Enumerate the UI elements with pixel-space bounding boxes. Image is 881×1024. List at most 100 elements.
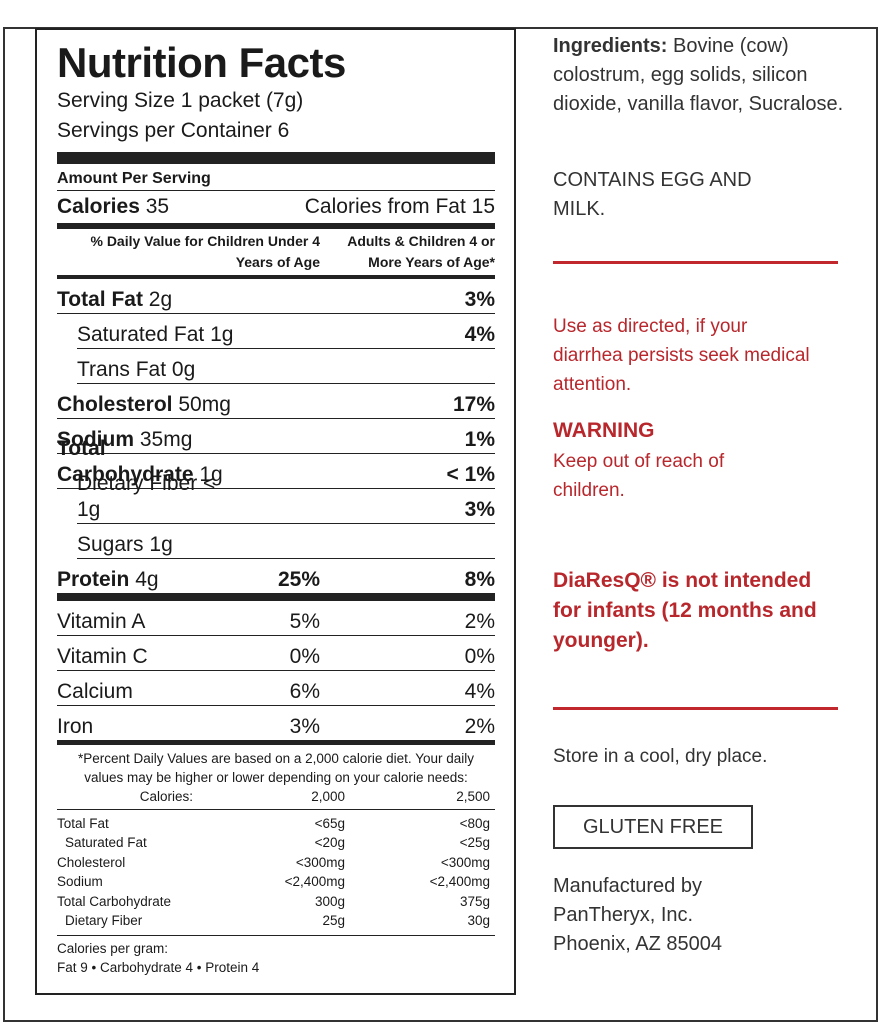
title: Nutrition Facts <box>57 39 346 86</box>
dv-children: % Daily Value for Children Under 4 Years… <box>90 233 320 270</box>
dv-children: 3% <box>289 715 320 738</box>
nutrient: Dietary Fiber < 1g <box>77 471 240 523</box>
nutrient-name: Protein <box>57 568 130 591</box>
vitamin-row: Iron 3% 2% <box>57 706 495 740</box>
warning: Keep out of reach of children. <box>553 451 725 501</box>
nutrient-amount: 4g <box>135 568 159 591</box>
reference-cell: 375g <box>459 893 490 909</box>
reference-cell: Cholesterol <box>57 854 126 870</box>
vitamin-name: Vitamin C <box>57 645 148 668</box>
reference-cell: 30g <box>467 913 490 928</box>
reference-cell: Total Carbohydrate <box>57 893 172 909</box>
rule <box>57 223 495 229</box>
nutrient-name: Total Fat <box>57 288 143 311</box>
reference-cell: <20g <box>314 835 345 850</box>
nutrient-row: Trans Fat 0g <box>77 349 495 384</box>
nutrient-row: Sodium 35mg 1% <box>57 419 495 454</box>
reference-cell: Saturated Fat <box>65 835 147 850</box>
reference-cell: Dietary Fiber <box>65 913 143 928</box>
nutrient: Sodium 35mg <box>57 427 240 453</box>
dv-adults: 4% <box>464 680 495 703</box>
dv-adults: 3% <box>464 288 495 311</box>
dv-adults: 2% <box>464 715 495 738</box>
divider <box>553 707 838 710</box>
nutrient-name: Total Carbohydrate <box>57 437 194 486</box>
reference-cell: 2,000 <box>311 789 345 804</box>
nutrient-name: Saturated Fat <box>77 323 205 346</box>
dv-children: 6% <box>289 680 320 703</box>
dv-children: 25% <box>277 568 320 591</box>
nutrient-row: Saturated Fat 1g 4% <box>77 314 495 349</box>
nutrient-row: Dietary Fiber < 1g 3% <box>77 472 495 524</box>
nutrient: Sugars 1g <box>77 532 240 558</box>
warning-title: WARNING <box>553 419 655 442</box>
calories-label: Calories <box>57 195 140 218</box>
vitamin-name: Calcium <box>57 680 133 703</box>
nutrient-amount: 2g <box>148 288 173 311</box>
dv-adults: < 1% <box>446 463 495 486</box>
calories-per-gram: Calories per gram: <box>57 940 169 956</box>
servings: Servings per Container 6 <box>57 119 290 142</box>
ingredients: Ingredients: Bovine (cow) colostrum, egg… <box>553 32 853 119</box>
nutrient: Saturated Fat 1g <box>77 322 240 348</box>
nutrient-row: Cholesterol 50mg 17% <box>57 384 495 419</box>
vitamin-row: Calcium 6% 4% <box>57 671 495 706</box>
nutrient-row: Total Carbohydrate 1g < 1% <box>57 437 495 489</box>
vitamin-name: Iron <box>57 715 94 738</box>
nutrient-row: Total Fat 2g 3% <box>57 279 495 314</box>
nutrient-row: Sugars 1g <box>77 524 495 559</box>
dv-adults: 8% <box>464 568 495 591</box>
calories-from-fat: Calories from Fat 15 <box>304 195 495 218</box>
rule <box>57 275 495 279</box>
notice: DiaResQ® is not intended for infants (12… <box>553 569 817 652</box>
dv-adults: 1% <box>464 428 495 451</box>
reference-cell: <2,400mg <box>284 874 345 889</box>
nutrient-amount: 50mg <box>178 393 231 416</box>
dv-children: 5% <box>289 610 320 633</box>
nutrient: Trans Fat 0g <box>77 357 240 383</box>
dv-header: % Daily Value for Children Under 4 Years… <box>57 229 495 275</box>
nutrient-amount: 1g <box>210 323 234 346</box>
reference-header: Calories: 2,000 2,500 <box>57 787 495 810</box>
reference-cell: Total Fat <box>57 815 109 831</box>
contains: CONTAINS EGG AND MILK. <box>553 169 752 220</box>
ingredients-label: Ingredients: <box>553 35 668 57</box>
vitamin-name: Vitamin A <box>57 610 146 633</box>
reference-cell: <65g <box>314 815 345 831</box>
amount-per-serving: Amount Per Serving <box>57 168 495 191</box>
per-gram: Fat 9 • Carbohydrate 4 • Protein 4 <box>57 959 260 975</box>
reference-cell: <300mg <box>440 854 490 870</box>
nutrient-name: Dietary Fiber <box>77 472 198 495</box>
directions: Use as directed, if your diarrhea persis… <box>553 316 810 395</box>
nutrient-name: Sugars <box>77 533 144 556</box>
manufacturer-line: Phoenix, AZ 85004 <box>553 933 723 955</box>
calories-amount: 35 <box>145 195 170 218</box>
reference-cell: <300mg <box>295 854 345 870</box>
nutrient-name: Cholesterol <box>57 393 173 416</box>
reference-cell: 25g <box>322 913 345 928</box>
storage: Store in a cool, dry place. <box>553 746 768 767</box>
serving-size: Serving Size 1 packet (7g) <box>57 89 304 112</box>
nutrient-amount: 0g <box>171 358 196 381</box>
nutrient-name: Sodium <box>57 428 134 451</box>
nutrient: Total Fat 2g <box>57 287 240 313</box>
rule <box>57 152 495 164</box>
vitamin-row: Vitamin C 0% 0% <box>57 636 495 671</box>
rule <box>57 740 495 745</box>
dv-adults: 3% <box>464 498 495 521</box>
reference-cell: 2,500 <box>456 789 490 804</box>
reference-cell: 300g <box>314 893 345 909</box>
divider <box>553 261 838 264</box>
reference-cell: <80g <box>459 815 490 831</box>
manufacturer-line: PanTheryx, Inc. <box>553 904 694 926</box>
nutrient-amount: 1g <box>149 533 173 556</box>
dv-adults: 2% <box>464 610 495 633</box>
dv-children: 0% <box>289 645 320 668</box>
nutrient-row: Protein 4g 25% 8% <box>57 559 495 593</box>
dv-adults: 0% <box>464 645 495 668</box>
vitamin-row: Vitamin A 5% 2% <box>57 601 495 636</box>
calories-row: Calories 35 Calories from Fat 15 <box>57 191 495 223</box>
rule <box>57 593 495 601</box>
nutrient-amount: 1g <box>199 463 223 486</box>
